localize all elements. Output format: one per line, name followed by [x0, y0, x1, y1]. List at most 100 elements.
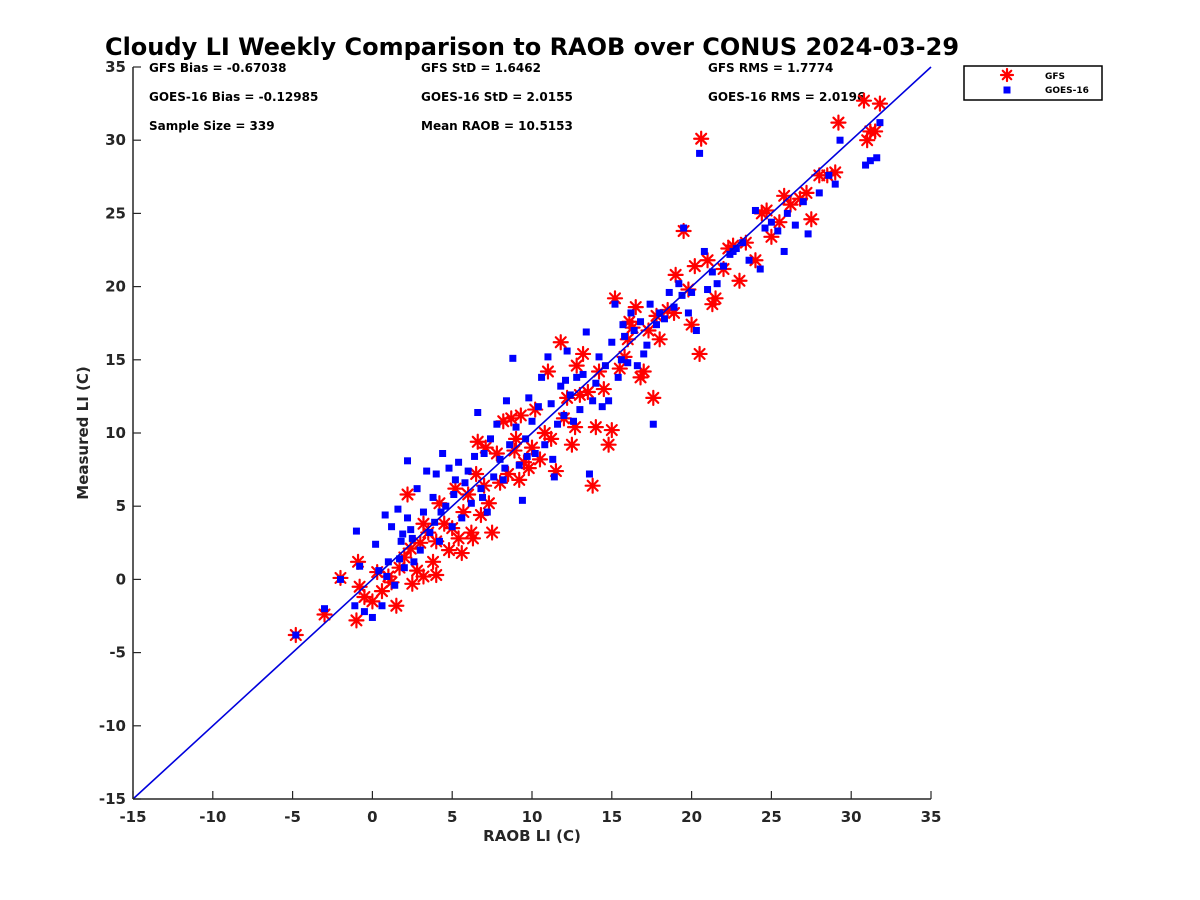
- goes16-point: [550, 473, 558, 481]
- goes16-series: [292, 119, 884, 639]
- stat-annotation: GOES-16 StD = 2.0155: [421, 90, 573, 104]
- goes16-point: [321, 605, 329, 613]
- y-tick-label: 10: [105, 424, 126, 442]
- goes16-point: [592, 379, 600, 387]
- goes16-point: [576, 406, 584, 414]
- goes16-point: [675, 280, 683, 288]
- goes16-point: [383, 572, 391, 580]
- x-axis-ticks: -15 -10 -5 0 5 10 15 20 25 30 35: [119, 791, 941, 826]
- goes16-point: [356, 562, 364, 570]
- y-tick-label: 15: [105, 351, 126, 369]
- gfs-point: [587, 419, 604, 436]
- legend-label-goes16: GOES-16: [1045, 86, 1089, 96]
- goes16-point: [388, 523, 396, 531]
- stat-annotation: GFS StD = 1.6462: [421, 61, 541, 75]
- goes16-point: [423, 467, 431, 475]
- gfs-point: [579, 383, 596, 401]
- goes16-point: [704, 286, 712, 294]
- goes16-point: [684, 309, 692, 317]
- goes16-point: [528, 417, 536, 425]
- y-tick-label: -15: [99, 790, 126, 808]
- goes16-point: [756, 265, 764, 273]
- axes: -15 -10 -5 0 5 10 15 20 25 30 35 -15 -10 -5 0 5 10 15 20 2…: [99, 58, 942, 826]
- gfs-point: [415, 568, 432, 585]
- goes16-point: [696, 149, 704, 157]
- goes16-point: [554, 420, 562, 428]
- x-tick-label: 20: [681, 808, 702, 826]
- goes16-point: [372, 540, 380, 548]
- goes16-point: [439, 449, 447, 457]
- x-axis-title: RAOB LI (C): [483, 827, 581, 845]
- goes16-point: [617, 356, 625, 364]
- goes16-point: [585, 470, 593, 478]
- goes16-point: [378, 602, 386, 610]
- goes16-point: [404, 457, 412, 465]
- gfs-point: [574, 345, 592, 363]
- gfs-point: [584, 477, 601, 494]
- goes16-point: [455, 458, 463, 466]
- goes16-point: [394, 505, 402, 513]
- gfs-point: [827, 164, 844, 181]
- goes16-point: [652, 321, 660, 329]
- gfs-point: [440, 542, 458, 559]
- y-tick-label: 0: [116, 570, 126, 588]
- goes16-point: [451, 476, 459, 484]
- gfs-point: [691, 345, 708, 363]
- goes16-point: [761, 224, 769, 232]
- goes16-point: [780, 247, 788, 255]
- goes16-point: [534, 403, 542, 411]
- goes16-point: [375, 567, 383, 575]
- goes16-point: [336, 575, 344, 583]
- goes16-point: [437, 508, 445, 516]
- gfs-point: [450, 530, 467, 547]
- goes16-point: [496, 455, 504, 463]
- stat-annotation: Sample Size = 339: [149, 119, 275, 133]
- goes16-point: [646, 300, 654, 308]
- x-tick-label: 35: [921, 808, 942, 826]
- goes16-point: [410, 558, 418, 566]
- gfs-point: [453, 544, 470, 562]
- chart-title: Cloudy LI Weekly Comparison to RAOB over…: [105, 33, 959, 61]
- gfs-point: [595, 380, 612, 398]
- goes16-point: [767, 218, 775, 226]
- goes16-point: [541, 441, 549, 449]
- gfs-point: [364, 593, 381, 610]
- goes16-point: [799, 198, 807, 206]
- gfs-point: [699, 252, 716, 269]
- goes16-point: [292, 631, 300, 639]
- goes16-point: [862, 161, 870, 169]
- gfs-point: [512, 407, 529, 424]
- gfs-point: [693, 130, 710, 147]
- goes16-point: [692, 327, 700, 335]
- goes16-point: [873, 154, 881, 162]
- goes16-point: [670, 303, 678, 311]
- x-tick-label: -10: [199, 808, 226, 826]
- goes16-point: [426, 529, 434, 537]
- x-tick-label: 10: [522, 808, 543, 826]
- goes16-point: [563, 347, 571, 355]
- goes16-point: [688, 288, 696, 296]
- goes16-point: [589, 397, 597, 405]
- goes16-point: [391, 581, 399, 589]
- goes16-point: [445, 464, 453, 472]
- one-to-one-reference-line: [132, 66, 932, 800]
- gfs-point: [404, 575, 421, 592]
- gfs-point: [415, 515, 432, 532]
- goes16-point: [479, 493, 487, 501]
- goes16-point: [582, 328, 590, 336]
- goes16-point: [649, 420, 657, 428]
- goes16-point: [791, 221, 799, 229]
- gfs-point: [373, 583, 391, 600]
- goes16-point: [566, 391, 574, 399]
- gfs-point: [611, 360, 628, 377]
- goes16-point: [825, 171, 833, 179]
- gfs-point: [568, 357, 585, 374]
- goes16-point: [608, 338, 616, 346]
- gfs-point: [686, 258, 703, 275]
- goes16-point: [804, 230, 812, 238]
- gfs-point: [830, 114, 847, 131]
- goes16-point: [611, 300, 619, 308]
- goes16-point: [605, 397, 613, 405]
- stat-annotation: GFS RMS = 1.7774: [708, 61, 833, 75]
